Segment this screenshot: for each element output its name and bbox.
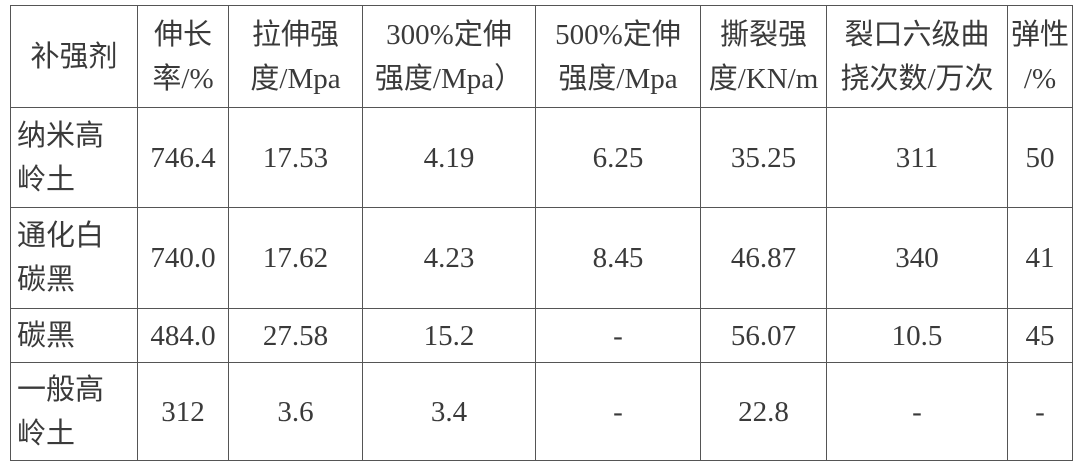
cell-line: 通化白 (17, 220, 105, 252)
cell-line: 度/Mpa (250, 62, 341, 95)
cell-line: 500%定伸 (555, 18, 681, 51)
table-cell: - (535, 308, 701, 363)
table-cell: 27.58 (228, 308, 363, 363)
table-row: 碳黑 484.0 27.58 15.2-56.07 10.5 45 (10, 308, 1073, 363)
cell-line: 伸长 (153, 18, 212, 51)
cell-line: 裂口六级曲 (844, 18, 990, 51)
table-cell: 17.53 (228, 107, 363, 208)
table-body: 补强剂 伸长 率/% 拉伸强 度/Mpa 300%定伸 强度/Mpa） 500%定伸 强度/Mp… (10, 5, 1073, 461)
table-cell: 裂口六级曲挠次数/万次 (826, 5, 1008, 108)
cell-line: 碳黑 (17, 264, 76, 296)
table-cell: 8.45 (535, 207, 701, 309)
table-cell: - (535, 362, 701, 461)
table-cell: 300%定伸 强度/Mpa） (362, 5, 536, 108)
table-cell: 6.25 (535, 107, 701, 208)
table-cell: 500%定伸 强度/Mpa (535, 5, 701, 108)
cell-line: 碳黑 (17, 319, 76, 352)
table-cell: 46.87 (700, 207, 827, 309)
table-cell: 15.2 (362, 308, 536, 363)
cell-line: 拉伸强 (251, 18, 339, 51)
table-cell: 补强剂 (10, 5, 138, 108)
cell-line: 岭土 (17, 417, 76, 450)
cell-line: 纳米高 (17, 119, 105, 152)
table-cell: 740.0 (137, 207, 229, 309)
table-cell: 纳米高 岭土 (10, 107, 138, 208)
table-cell: 碳黑 (10, 308, 138, 363)
table-cell: 4.19 (362, 107, 536, 208)
table-cell: 50 (1007, 107, 1073, 208)
cell-line: 强度/Mpa） (374, 62, 524, 95)
table-row: 通化白 碳黑 740.0 17.62 4.23 8.45 46.87 340 41 (10, 207, 1073, 309)
header-row: 补强剂 伸长 率/% 拉伸强 度/Mpa 300%定伸 强度/Mpa） 500%定伸 强度/Mp… (10, 5, 1073, 108)
table-cell: 弹性 /% (1007, 5, 1073, 108)
table-cell: 17.62 (228, 207, 363, 309)
table-cell: 484.0 (137, 308, 229, 363)
table-cell: 伸长率/% (137, 5, 229, 108)
cell-line: 挠次数/万次 (840, 62, 994, 95)
cell-line: 度/KN/m (708, 62, 819, 95)
cell-line: 弹性 (1010, 18, 1069, 51)
table-cell: 746.4 (137, 107, 229, 208)
cell-line: 强度/Mpa (558, 62, 678, 95)
cell-line: 一般高 (17, 373, 105, 406)
table-cell: 22.8 (700, 362, 827, 461)
cell-line: /% (1023, 62, 1057, 95)
table-cell: 拉伸强度/Mpa (228, 5, 363, 108)
table-cell: 41 (1007, 207, 1073, 309)
table-cell: 312 (137, 362, 229, 461)
cell-line: 岭土 (17, 163, 76, 196)
cell-line: 撕裂强 (719, 18, 807, 51)
table-cell: 340 (826, 207, 1008, 309)
table-row: 一般高 岭土 312 3.6 3.4-22.8- - (10, 362, 1073, 461)
data-table: 补强剂 伸长 率/% 拉伸强 度/Mpa 300%定伸 强度/Mpa） 500%定伸 强度/Mp… (10, 5, 1073, 461)
cell-line: 率/% (152, 62, 214, 95)
table-cell: 一般高 岭土 (10, 362, 138, 461)
table-cell: 56.07 (700, 308, 827, 363)
table-cell: 35.25 (700, 107, 827, 208)
table-cell: 45 (1007, 308, 1073, 363)
table-cell: 通化白 碳黑 (10, 207, 138, 309)
table-cell: 3.6 (228, 362, 363, 461)
table-row: 纳米高 岭土 746.4 17.53 4.19 6.25 35.25 311 50 (10, 107, 1073, 208)
table-cell: - (826, 362, 1008, 461)
cell-line: 补强剂 (30, 40, 118, 73)
table-cell: 10.5 (826, 308, 1008, 363)
table-cell: 撕裂强度/KN/m (700, 5, 827, 108)
cell-line: 300%定伸 (386, 18, 512, 51)
table-cell: 311 (826, 107, 1008, 208)
table-cell: 3.4 (362, 362, 536, 461)
table-cell: 4.23 (362, 207, 536, 309)
table-cell: - (1007, 362, 1073, 461)
